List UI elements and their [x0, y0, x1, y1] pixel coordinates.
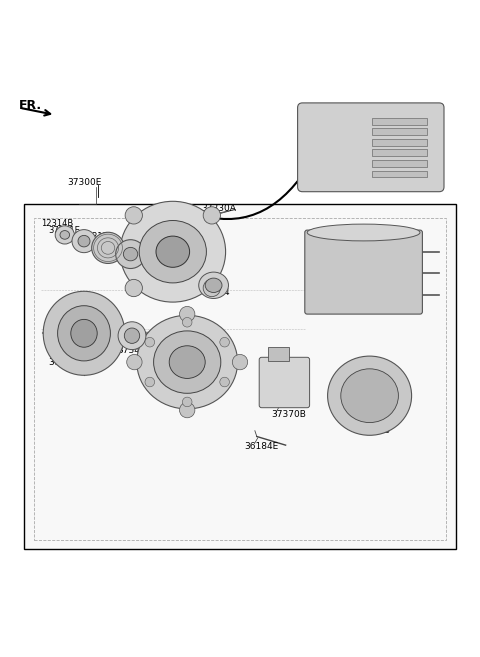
FancyBboxPatch shape	[298, 103, 444, 192]
Ellipse shape	[139, 221, 206, 283]
Circle shape	[127, 354, 142, 370]
Text: 37300E: 37300E	[67, 177, 102, 187]
Circle shape	[220, 338, 229, 347]
Circle shape	[220, 377, 229, 387]
Ellipse shape	[326, 139, 341, 158]
Bar	[372, 171, 427, 177]
Text: 36184E: 36184E	[244, 442, 278, 451]
Bar	[372, 128, 427, 135]
Ellipse shape	[199, 272, 228, 298]
FancyBboxPatch shape	[268, 347, 289, 361]
Ellipse shape	[137, 315, 238, 409]
Circle shape	[232, 354, 248, 370]
Text: 37350B: 37350B	[350, 267, 385, 277]
Ellipse shape	[341, 369, 398, 422]
Bar	[24, 204, 456, 549]
Ellipse shape	[123, 248, 138, 261]
Circle shape	[180, 306, 195, 322]
Text: 37451: 37451	[326, 107, 355, 116]
Text: 37330A: 37330A	[202, 204, 237, 213]
Circle shape	[203, 279, 220, 297]
Circle shape	[125, 279, 143, 297]
Circle shape	[125, 207, 143, 224]
Bar	[34, 218, 446, 539]
Ellipse shape	[327, 356, 412, 436]
Circle shape	[145, 377, 155, 387]
Text: 37323: 37323	[119, 238, 146, 248]
Ellipse shape	[58, 306, 110, 361]
Circle shape	[182, 397, 192, 407]
Bar	[372, 139, 427, 146]
Text: 37321B: 37321B	[76, 232, 108, 241]
Ellipse shape	[156, 236, 190, 267]
Bar	[372, 149, 427, 156]
Ellipse shape	[55, 226, 74, 244]
Bar	[372, 160, 427, 167]
Text: 37370B: 37370B	[271, 411, 306, 419]
Text: 37367B: 37367B	[163, 388, 198, 396]
Text: FR.: FR.	[19, 99, 42, 112]
Ellipse shape	[120, 201, 226, 302]
Ellipse shape	[71, 319, 97, 347]
FancyBboxPatch shape	[259, 357, 310, 408]
Ellipse shape	[92, 233, 124, 263]
Ellipse shape	[313, 124, 354, 173]
Ellipse shape	[60, 231, 70, 239]
Ellipse shape	[78, 235, 90, 247]
Circle shape	[203, 207, 220, 224]
Ellipse shape	[319, 131, 348, 166]
Ellipse shape	[72, 229, 96, 253]
Text: 37390B: 37390B	[355, 426, 390, 435]
Ellipse shape	[116, 240, 145, 269]
Circle shape	[180, 403, 195, 418]
Ellipse shape	[154, 331, 221, 394]
Text: 37340: 37340	[48, 357, 77, 367]
Text: 37342: 37342	[118, 346, 146, 355]
FancyBboxPatch shape	[305, 230, 422, 314]
Text: 37311E: 37311E	[48, 225, 80, 235]
Ellipse shape	[43, 291, 125, 375]
Ellipse shape	[205, 278, 222, 292]
Ellipse shape	[118, 322, 146, 350]
Ellipse shape	[169, 346, 205, 378]
Text: 37334: 37334	[202, 288, 230, 297]
Circle shape	[145, 338, 155, 347]
Ellipse shape	[124, 328, 140, 344]
Bar	[372, 118, 427, 124]
Text: 12314B: 12314B	[41, 219, 73, 229]
Ellipse shape	[307, 224, 420, 241]
Circle shape	[182, 317, 192, 327]
